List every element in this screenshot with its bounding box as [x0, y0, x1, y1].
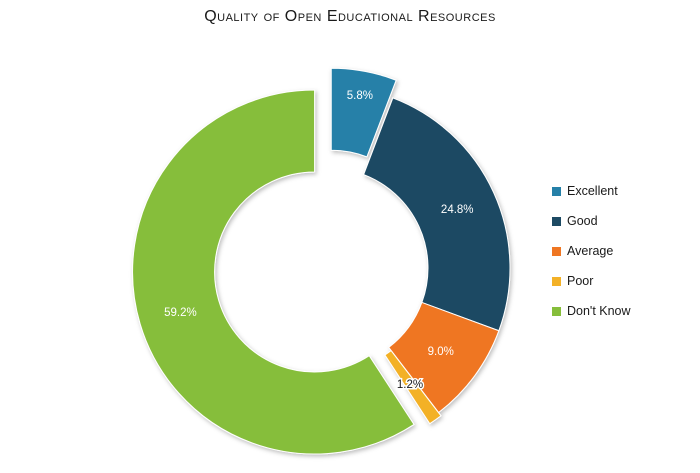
slices-group: [132, 67, 511, 455]
legend-label: Good: [567, 214, 598, 228]
legend-label: Excellent: [567, 184, 618, 198]
legend: Excellent Good Average Poor Don't Know: [552, 176, 631, 326]
slice-label-good: 24.8%: [441, 204, 474, 216]
slice-labels-group: 5.8% 24.8% 9.0% 1.2% 59.2%: [164, 90, 474, 393]
legend-item-excellent: Excellent: [552, 176, 631, 206]
legend-item-average: Average: [552, 236, 631, 266]
slice-excellent: [330, 67, 397, 158]
legend-swatch: [552, 246, 561, 256]
slice-don-t-know: [132, 89, 415, 455]
slice-good: [362, 97, 511, 332]
legend-swatch: [552, 216, 561, 226]
legend-label: Poor: [567, 274, 594, 288]
slice-poor: [384, 349, 442, 425]
legend-swatch: [552, 276, 561, 286]
legend-swatch: [552, 186, 561, 196]
legend-item-poor: Poor: [552, 266, 631, 296]
legend-item-good: Good: [552, 206, 631, 236]
chart-title: Quality of Open Educational Resources: [204, 8, 496, 25]
legend-label: Don't Know: [567, 304, 631, 318]
legend-swatch: [552, 306, 561, 316]
slice-label-don-t-know: 59.2%: [164, 307, 197, 319]
legend-item-don-t-know: Don't Know: [552, 296, 631, 326]
legend-label: Average: [567, 244, 614, 258]
slice-label-average: 9.0%: [428, 346, 454, 358]
slice-label-excellent: 5.8%: [347, 90, 373, 102]
slice-label-poor: 1.2%: [397, 379, 423, 391]
